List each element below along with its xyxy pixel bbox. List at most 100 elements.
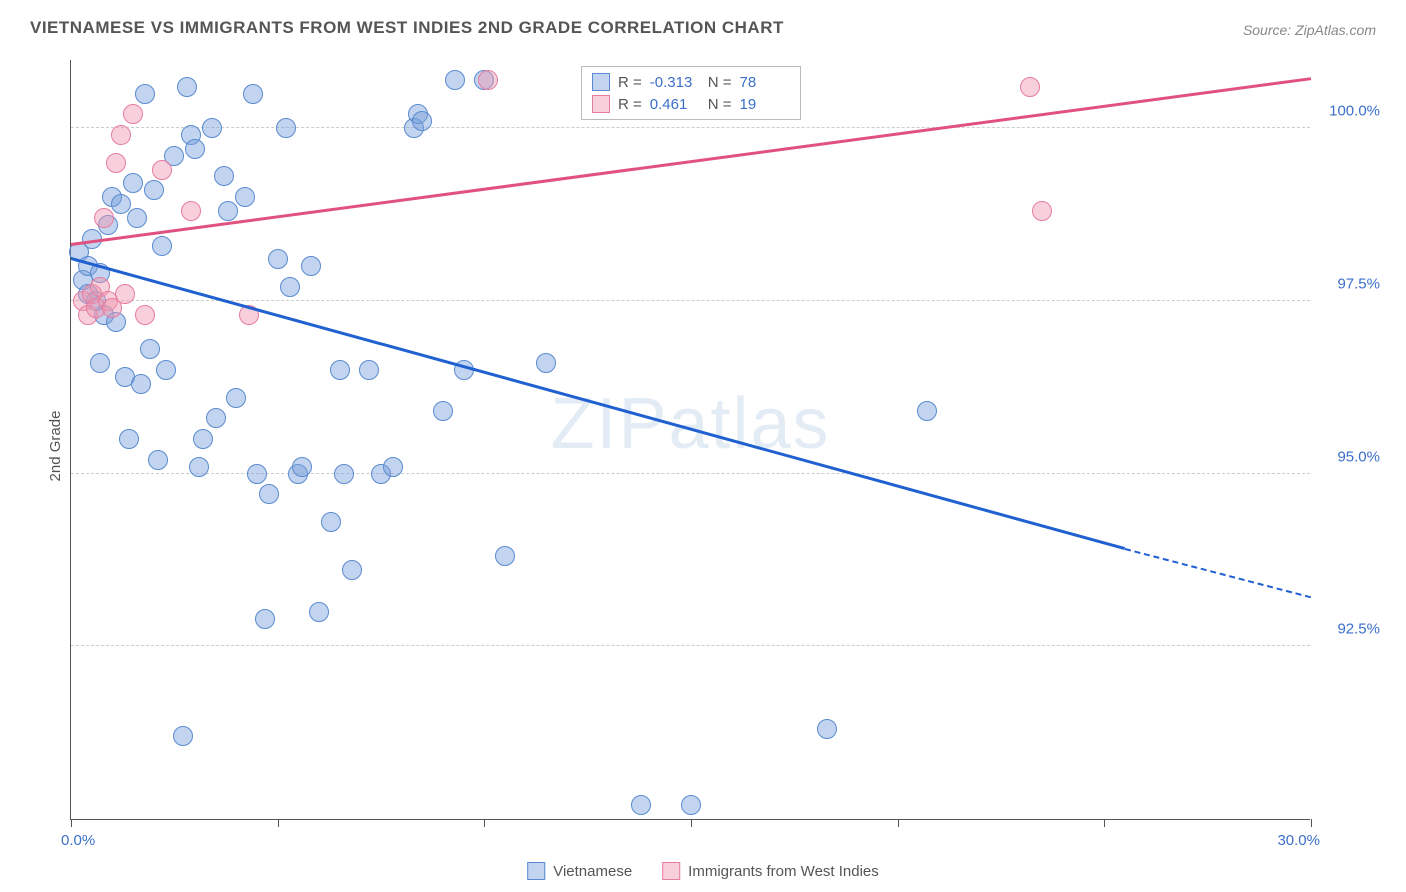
gridline <box>71 127 1310 128</box>
data-point <box>193 429 213 449</box>
data-point <box>817 719 837 739</box>
data-point <box>135 84 155 104</box>
data-point <box>1032 201 1052 221</box>
data-point <box>156 360 176 380</box>
stat-n-label: N = <box>708 74 732 91</box>
data-point <box>243 84 263 104</box>
watermark-text: ZIPatlas <box>550 383 830 465</box>
legend-swatch <box>592 95 610 113</box>
data-point <box>259 484 279 504</box>
legend-swatch <box>662 862 680 880</box>
stat-row: R = -0.313 N = 78 <box>592 71 790 93</box>
data-point <box>119 429 139 449</box>
data-point <box>334 464 354 484</box>
y-tick-label: 92.5% <box>1337 621 1380 638</box>
gridline <box>71 645 1310 646</box>
data-point <box>152 160 172 180</box>
y-axis-label: 2nd Grade <box>47 411 64 482</box>
y-tick-label: 100.0% <box>1329 103 1380 120</box>
stat-r-value: 0.461 <box>650 96 700 113</box>
x-tick <box>898 819 899 827</box>
y-tick-label: 97.5% <box>1337 275 1380 292</box>
data-point <box>478 70 498 90</box>
data-point <box>189 457 209 477</box>
stat-r-value: -0.313 <box>650 74 700 91</box>
x-tick <box>71 819 72 827</box>
gridline <box>71 300 1310 301</box>
data-point <box>115 284 135 304</box>
data-point <box>90 353 110 373</box>
data-point <box>144 180 164 200</box>
data-point <box>917 401 937 421</box>
data-point <box>148 450 168 470</box>
data-point <box>301 256 321 276</box>
data-point <box>152 236 172 256</box>
data-point <box>321 512 341 532</box>
x-tick <box>691 819 692 827</box>
data-point <box>536 353 556 373</box>
source-attribution: Source: ZipAtlas.com <box>1243 22 1376 38</box>
stat-r-label: R = <box>618 74 642 91</box>
legend-item: Vietnamese <box>527 862 632 880</box>
legend-swatch <box>592 73 610 91</box>
data-point <box>681 795 701 815</box>
data-point <box>226 388 246 408</box>
data-point <box>135 305 155 325</box>
data-point <box>383 457 403 477</box>
bottom-legend: Vietnamese Immigrants from West Indies <box>527 862 879 880</box>
data-point <box>206 408 226 428</box>
data-point <box>94 208 114 228</box>
data-point <box>140 339 160 359</box>
data-point <box>292 457 312 477</box>
data-point <box>631 795 651 815</box>
data-point <box>255 609 275 629</box>
data-point <box>495 546 515 566</box>
chart-container: VIETNAMESE VS IMMIGRANTS FROM WEST INDIE… <box>0 0 1406 892</box>
data-point <box>280 277 300 297</box>
stat-box: R = -0.313 N = 78 R = 0.461 N = 19 <box>581 66 801 120</box>
stat-n-label: N = <box>708 96 732 113</box>
data-point <box>131 374 151 394</box>
x-min-label: 0.0% <box>61 832 95 849</box>
data-point <box>330 360 350 380</box>
data-point <box>445 70 465 90</box>
x-tick <box>484 819 485 827</box>
x-max-label: 30.0% <box>1277 832 1320 849</box>
x-tick <box>1104 819 1105 827</box>
stat-n-value: 78 <box>740 74 790 91</box>
chart-title: VIETNAMESE VS IMMIGRANTS FROM WEST INDIE… <box>30 18 784 38</box>
data-point <box>309 602 329 622</box>
data-point <box>181 201 201 221</box>
stat-r-label: R = <box>618 96 642 113</box>
data-point <box>123 104 143 124</box>
data-point <box>123 173 143 193</box>
data-point <box>235 187 255 207</box>
data-point <box>218 201 238 221</box>
x-tick <box>278 819 279 827</box>
data-point <box>1020 77 1040 97</box>
data-point <box>433 401 453 421</box>
data-point <box>111 194 131 214</box>
data-point <box>127 208 147 228</box>
y-tick-label: 95.0% <box>1337 448 1380 465</box>
data-point <box>268 249 288 269</box>
x-tick <box>1311 819 1312 827</box>
legend-item: Immigrants from West Indies <box>662 862 879 880</box>
data-point <box>214 166 234 186</box>
legend-label: Immigrants from West Indies <box>688 863 879 880</box>
plot-area: ZIPatlas 92.5%95.0%97.5%100.0%0.0%30.0%R… <box>70 60 1310 820</box>
data-point <box>202 118 222 138</box>
stat-n-value: 19 <box>740 96 790 113</box>
data-point <box>412 111 432 131</box>
stat-row: R = 0.461 N = 19 <box>592 93 790 115</box>
trend-line <box>1125 548 1311 598</box>
data-point <box>173 726 193 746</box>
legend-label: Vietnamese <box>553 863 632 880</box>
legend-swatch <box>527 862 545 880</box>
data-point <box>276 118 296 138</box>
data-point <box>177 77 197 97</box>
data-point <box>247 464 267 484</box>
data-point <box>106 153 126 173</box>
data-point <box>359 360 379 380</box>
data-point <box>111 125 131 145</box>
